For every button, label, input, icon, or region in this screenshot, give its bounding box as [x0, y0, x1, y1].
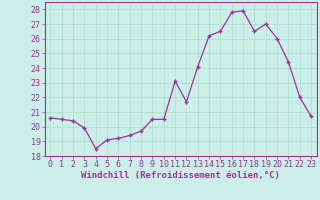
X-axis label: Windchill (Refroidissement éolien,°C): Windchill (Refroidissement éolien,°C)	[81, 171, 280, 180]
